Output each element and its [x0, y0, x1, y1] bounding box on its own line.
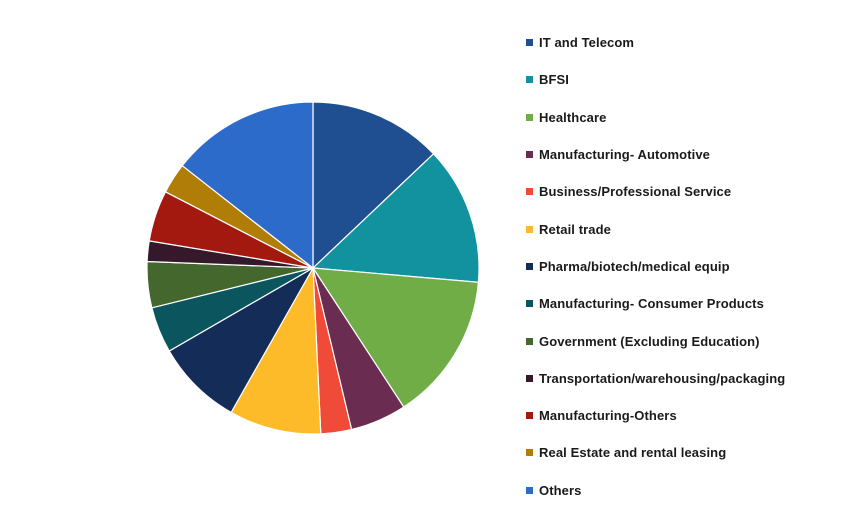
legend-label: Healthcare — [539, 109, 607, 125]
legend-label: Retail trade — [539, 221, 612, 237]
legend-item: Transportation/warehousing/packaging — [526, 360, 838, 397]
legend-swatch — [526, 337, 533, 345]
legend-item: Others — [526, 472, 838, 509]
pie-slice-0 — [312, 101, 435, 270]
legend-label: BFSI — [539, 72, 570, 88]
legend-item: Pharma/biotech/medical equip — [526, 248, 838, 285]
legend-swatch — [526, 188, 533, 196]
legend: IT and Telecom BFSI Healthcare Manufacturin… — [526, 24, 838, 509]
legend-swatch — [526, 449, 533, 457]
legend-item: Real Estate and rental leasing — [526, 434, 838, 471]
legend-label: IT and Telecom — [539, 35, 635, 51]
legend-swatch — [526, 374, 533, 382]
legend-item: Healthcare — [526, 99, 838, 136]
legend-label: Manufacturing-Others — [539, 408, 677, 424]
pie-slice-6 — [168, 266, 315, 414]
legend-label: Manufacturing- Automotive — [539, 147, 711, 163]
legend-swatch — [526, 151, 533, 159]
legend-swatch — [526, 39, 533, 47]
legend-swatch — [526, 262, 533, 270]
legend-swatch — [526, 76, 533, 84]
legend-item: Manufacturing- Automotive — [526, 136, 838, 173]
legend-swatch — [526, 412, 533, 420]
legend-item: BFSI — [526, 61, 838, 98]
pie-slice-12 — [181, 101, 314, 270]
legend-label: Business/Professional Service — [539, 184, 732, 200]
legend-label: Others — [539, 482, 582, 498]
legend-item: Government (Excluding Education) — [526, 322, 838, 359]
legend-item: Manufacturing-Others — [526, 397, 838, 434]
pie-slice-1 — [311, 153, 480, 283]
legend-label: Real Estate and rental leasing — [539, 445, 727, 461]
legend-label: Transportation/warehousing/packaging — [539, 370, 786, 386]
legend-item: Business/Professional Service — [526, 173, 838, 210]
legend-label: Pharma/biotech/medical equip — [539, 258, 730, 274]
legend-item: IT and Telecom — [526, 24, 838, 61]
legend-swatch — [526, 113, 533, 121]
legend-item: Retail trade — [526, 210, 838, 247]
legend-item: Manufacturing- Consumer Products — [526, 285, 838, 322]
legend-swatch — [526, 486, 533, 494]
pie-slice-2 — [311, 267, 480, 408]
pie-slice-5 — [230, 265, 322, 435]
legend-label: Government (Excluding Education) — [539, 333, 760, 349]
legend-swatch — [526, 225, 533, 233]
legend-label: Manufacturing- Consumer Products — [539, 296, 764, 312]
legend-swatch — [526, 300, 533, 308]
